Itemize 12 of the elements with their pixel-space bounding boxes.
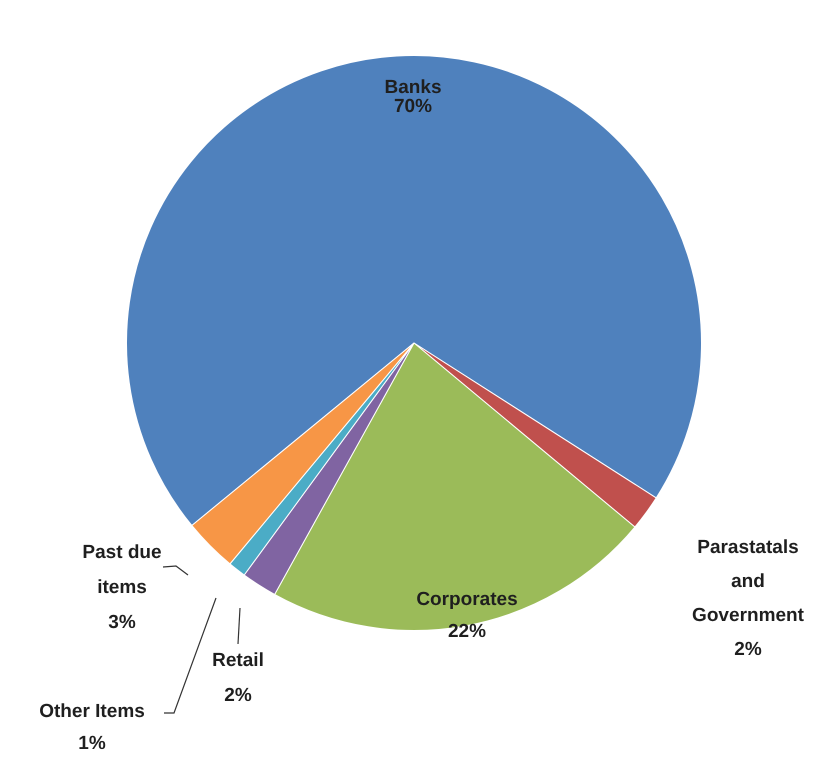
- slice-label: Past due items: [82, 542, 162, 598]
- data-label: 70%: [394, 96, 432, 118]
- slice-label: Corporates: [416, 589, 518, 610]
- data-label: 1%: [78, 733, 106, 754]
- slice-label: Retail: [212, 650, 264, 672]
- data-label: 22%: [448, 621, 486, 642]
- data-label: 2%: [734, 639, 762, 660]
- slice-label: Parastatals and Government: [692, 537, 805, 626]
- slice-label: Other Items: [39, 701, 145, 722]
- data-label: 2%: [224, 685, 252, 706]
- slice-label: Banks: [384, 77, 442, 98]
- data-label: 3%: [108, 612, 136, 634]
